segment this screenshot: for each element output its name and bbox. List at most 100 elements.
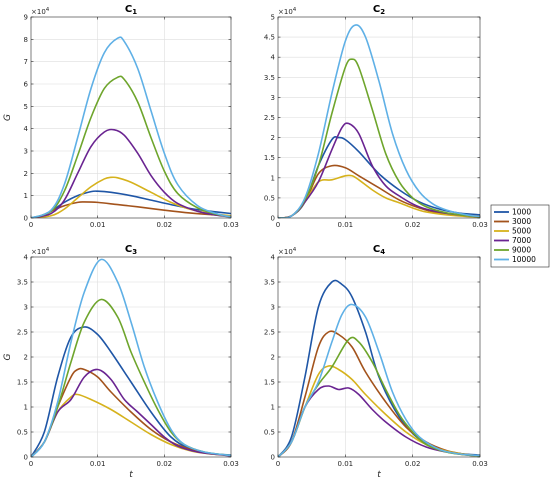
series-line-5000 bbox=[278, 174, 480, 218]
y-multiplier-base: ×10 bbox=[278, 8, 293, 16]
y-tick-label: 2.5 bbox=[264, 114, 275, 122]
x-tick-label: 0.02 bbox=[405, 221, 421, 229]
chart-title: C1 bbox=[125, 4, 137, 16]
x-tick-label: 0 bbox=[29, 221, 33, 229]
y-tick-label: 2 bbox=[271, 134, 275, 142]
y-tick-label: 1 bbox=[24, 404, 28, 412]
chart-title-subscript: 2 bbox=[380, 8, 385, 16]
y-tick-label: 0.5 bbox=[264, 194, 275, 202]
chart-title: C4 bbox=[373, 244, 385, 256]
y-tick-label: 2.5 bbox=[264, 329, 275, 337]
x-tick-label: 0.02 bbox=[405, 460, 421, 468]
y-tick-label: 5 bbox=[24, 103, 28, 111]
series-group bbox=[278, 279, 480, 457]
x-tick-label: 0 bbox=[276, 460, 280, 468]
chart-title-subscript: 3 bbox=[132, 248, 137, 256]
x-tick-label: 0.03 bbox=[223, 460, 239, 468]
chart-title-subscript: 4 bbox=[380, 248, 385, 256]
y-tick-label: 4 bbox=[271, 54, 276, 62]
chart-title: C3 bbox=[125, 244, 137, 256]
legend-label-1000: 1000 bbox=[512, 208, 531, 217]
y-tick-label: 3.5 bbox=[264, 74, 275, 82]
chart-title: C2 bbox=[373, 4, 385, 16]
y-tick-label: 3 bbox=[24, 148, 28, 156]
x-tick-label: 0 bbox=[29, 460, 33, 468]
y-tick-label: 2 bbox=[24, 354, 28, 362]
y-tick-label: 0.5 bbox=[264, 429, 275, 437]
legend-label-5000: 5000 bbox=[512, 227, 531, 236]
y-multiplier-exponent: 4 bbox=[46, 7, 50, 13]
x-tick-label: 0 bbox=[276, 221, 280, 229]
y-tick-label: 2 bbox=[271, 354, 275, 362]
x-tick-label: 0.03 bbox=[223, 221, 239, 229]
y-axis-label: G bbox=[3, 114, 13, 121]
chart-title-base: C bbox=[125, 244, 132, 255]
legend-label-10000: 10000 bbox=[512, 255, 536, 264]
series-group bbox=[31, 258, 231, 457]
series-group bbox=[31, 36, 231, 218]
y-tick-label: 3 bbox=[271, 94, 275, 102]
y-tick-label: 9 bbox=[24, 14, 28, 22]
x-tick-label: 0.01 bbox=[90, 221, 106, 229]
y-tick-label: 5 bbox=[271, 14, 275, 22]
series-line-10000 bbox=[278, 303, 480, 457]
y-tick-label: 1 bbox=[271, 404, 275, 412]
x-tick-label: 0.01 bbox=[338, 460, 354, 468]
y-tick-label: 0 bbox=[24, 215, 28, 223]
y-multiplier-label: ×104 bbox=[278, 247, 297, 256]
y-tick-label: 7 bbox=[24, 58, 28, 66]
series-line-10000 bbox=[31, 36, 231, 218]
y-tick-label: 2 bbox=[24, 170, 28, 178]
y-tick-label: 0 bbox=[271, 215, 275, 223]
series-line-10000 bbox=[31, 258, 231, 457]
y-tick-label: 4 bbox=[24, 254, 29, 262]
series-line-10000 bbox=[278, 24, 480, 218]
x-tick-label: 0.02 bbox=[157, 460, 173, 468]
x-tick-label: 0.03 bbox=[472, 460, 488, 468]
y-tick-label: 0 bbox=[24, 454, 28, 462]
y-tick-label: 0 bbox=[271, 454, 275, 462]
y-tick-label: 3 bbox=[271, 304, 275, 312]
y-tick-label: 3.5 bbox=[17, 279, 28, 287]
x-tick-label: 0.01 bbox=[90, 460, 106, 468]
y-multiplier-base: ×10 bbox=[278, 248, 293, 256]
plot-frame bbox=[30, 16, 232, 219]
y-multiplier-exponent: 4 bbox=[293, 247, 297, 253]
x-tick-label: 0.02 bbox=[157, 221, 173, 229]
y-tick-label: 4 bbox=[24, 125, 29, 133]
y-tick-label: 0.5 bbox=[17, 429, 28, 437]
y-multiplier-base: ×10 bbox=[31, 8, 46, 16]
series-line-9000 bbox=[278, 58, 480, 218]
legend-label-9000: 9000 bbox=[512, 246, 531, 255]
y-tick-label: 1.5 bbox=[17, 379, 28, 387]
y-tick-label: 6 bbox=[24, 81, 29, 89]
chart-title-base: C bbox=[373, 4, 380, 15]
series-line-7000 bbox=[31, 368, 231, 457]
y-multiplier-label: ×104 bbox=[278, 7, 297, 16]
y-multiplier-base: ×10 bbox=[31, 248, 46, 256]
y-tick-label: 3 bbox=[24, 304, 28, 312]
plot-area bbox=[31, 17, 231, 218]
y-multiplier-exponent: 4 bbox=[46, 247, 50, 253]
series-line-7000 bbox=[278, 122, 480, 218]
x-tick-label: 0.03 bbox=[472, 221, 488, 229]
y-tick-label: 2.5 bbox=[17, 329, 28, 337]
legend-label-3000: 3000 bbox=[512, 217, 531, 226]
y-tick-label: 3.5 bbox=[264, 279, 275, 287]
chart-title-base: C bbox=[125, 4, 132, 15]
y-tick-label: 8 bbox=[24, 36, 28, 44]
series-group bbox=[278, 24, 480, 218]
legend-label-7000: 7000 bbox=[512, 236, 531, 245]
y-tick-label: 1.5 bbox=[264, 154, 275, 162]
y-tick-label: 4 bbox=[271, 254, 276, 262]
y-axis-label: G bbox=[3, 353, 13, 360]
x-axis-label: t bbox=[377, 470, 381, 480]
y-multiplier-label: ×104 bbox=[31, 247, 50, 256]
x-axis-label: t bbox=[129, 470, 133, 480]
y-tick-label: 1.5 bbox=[264, 379, 275, 387]
x-tick-label: 0.01 bbox=[338, 221, 354, 229]
